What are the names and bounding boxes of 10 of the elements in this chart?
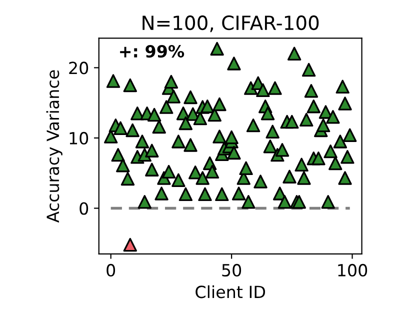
y-tick-label: 10 (70, 132, 88, 145)
x-tick-label: 100 (338, 264, 368, 277)
y-axis-title: Accuracy Variance (46, 70, 62, 223)
x-tick-label: 50 (222, 264, 242, 277)
y-tick-label: 0 (80, 202, 88, 215)
x-tick-label: 0 (106, 264, 116, 277)
annotation: +: 99% (120, 44, 184, 58)
x-axis-title: Client ID (196, 285, 266, 298)
y-tick-label: 20 (69, 62, 88, 74)
chart-title: N=100, CIFAR-100 (142, 15, 319, 32)
